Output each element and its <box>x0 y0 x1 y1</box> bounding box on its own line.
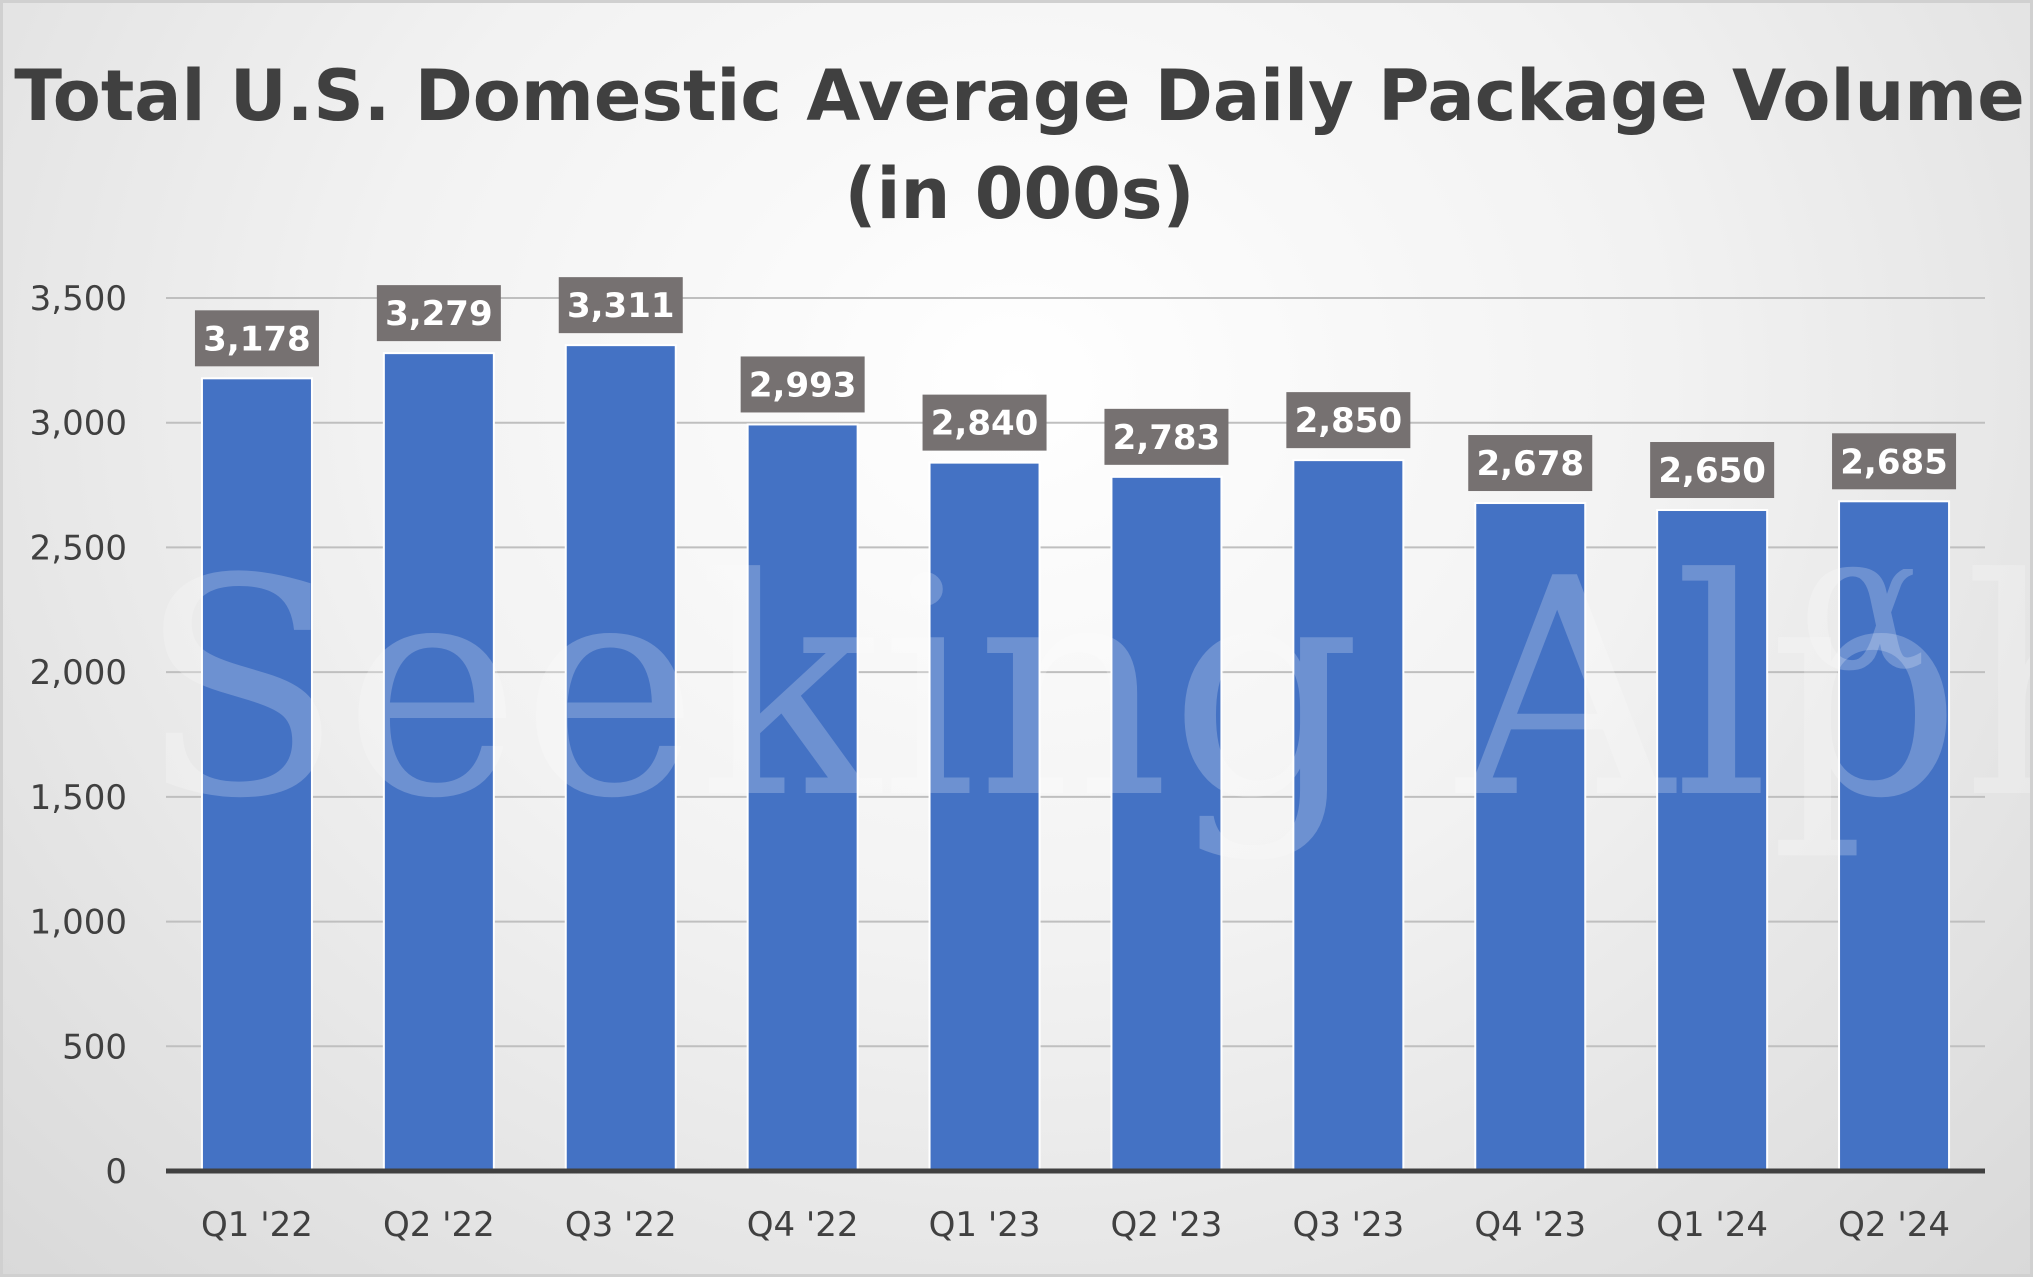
data-label: 3,279 <box>376 285 501 342</box>
data-label-box <box>558 277 683 334</box>
bar <box>928 461 1041 1172</box>
data-label-box <box>740 356 865 413</box>
x-tick-label: Q3 '23 <box>1292 1205 1404 1245</box>
x-tick-label: Q2 '24 <box>1838 1205 1950 1245</box>
bar <box>564 344 677 1172</box>
data-label: 2,840 <box>922 394 1047 451</box>
x-tick-label: Q2 '23 <box>1111 1205 1223 1245</box>
data-label-box <box>1468 435 1593 492</box>
x-tick-label: Q3 '22 <box>565 1205 677 1245</box>
data-label-text: 2,678 <box>1476 444 1584 484</box>
watermark-logo: Seeking Alphaα <box>138 492 2033 864</box>
y-tick-label: 3,500 <box>30 279 127 319</box>
data-label-box <box>1650 442 1775 499</box>
y-tick-label: 1,500 <box>30 778 127 818</box>
data-label-text: 2,650 <box>1658 451 1766 491</box>
data-label-text: 2,840 <box>931 404 1039 444</box>
x-tick-label: Q4 '23 <box>1474 1205 1586 1245</box>
x-tick-label: Q1 '23 <box>929 1205 1041 1245</box>
bar <box>1838 500 1951 1172</box>
data-label-text: 2,783 <box>1113 418 1221 458</box>
data-label-text: 3,178 <box>203 319 311 359</box>
data-label: 2,685 <box>1832 433 1957 490</box>
data-label: 2,850 <box>1286 392 1411 449</box>
x-tick-label: Q1 '22 <box>201 1205 313 1245</box>
y-tick-label: 2,000 <box>30 653 127 693</box>
x-tick-label: Q1 '24 <box>1656 1205 1768 1245</box>
data-label-text: 3,311 <box>567 286 675 326</box>
y-tick-label: 2,500 <box>30 528 127 568</box>
data-label-text: 2,685 <box>1840 442 1948 482</box>
data-label-box <box>1286 392 1411 449</box>
bar <box>382 352 495 1172</box>
y-tick-label: 500 <box>62 1027 127 1067</box>
data-label: 3,311 <box>558 277 683 334</box>
alpha-symbol-icon: α <box>1798 492 1926 713</box>
bar-chart: 0 500 1,000 1,500 2,000 2,500 3,000 3,500 Seeki… <box>30 277 2033 1245</box>
chart-title: Total U.S. Domestic Average Daily Packag… <box>14 55 2025 235</box>
data-label-text: 2,993 <box>749 365 857 405</box>
bar <box>1292 459 1405 1172</box>
data-label-box <box>1832 433 1957 490</box>
bar <box>1474 502 1587 1172</box>
data-label-text: 2,850 <box>1295 401 1403 441</box>
y-tick-label: 0 <box>105 1152 127 1192</box>
data-label: 2,993 <box>740 356 865 413</box>
y-tick-label: 3,000 <box>30 404 127 444</box>
data-label: 3,178 <box>194 310 319 367</box>
bar <box>200 377 313 1173</box>
watermark-text: Seeking Alpha <box>138 515 2033 864</box>
data-label: 2,783 <box>1104 408 1229 465</box>
data-label: 2,678 <box>1468 435 1593 492</box>
x-tick-label: Q2 '22 <box>383 1205 495 1245</box>
data-label: 2,650 <box>1650 442 1775 499</box>
data-label-box <box>194 310 319 367</box>
y-tick-label: 1,000 <box>30 903 127 943</box>
x-tick-label: Q4 '22 <box>747 1205 859 1245</box>
data-label-box <box>1104 408 1229 465</box>
data-label-text: 3,279 <box>385 294 493 334</box>
bar <box>1656 509 1769 1172</box>
data-label-box <box>376 285 501 342</box>
data-label-box <box>922 394 1047 451</box>
